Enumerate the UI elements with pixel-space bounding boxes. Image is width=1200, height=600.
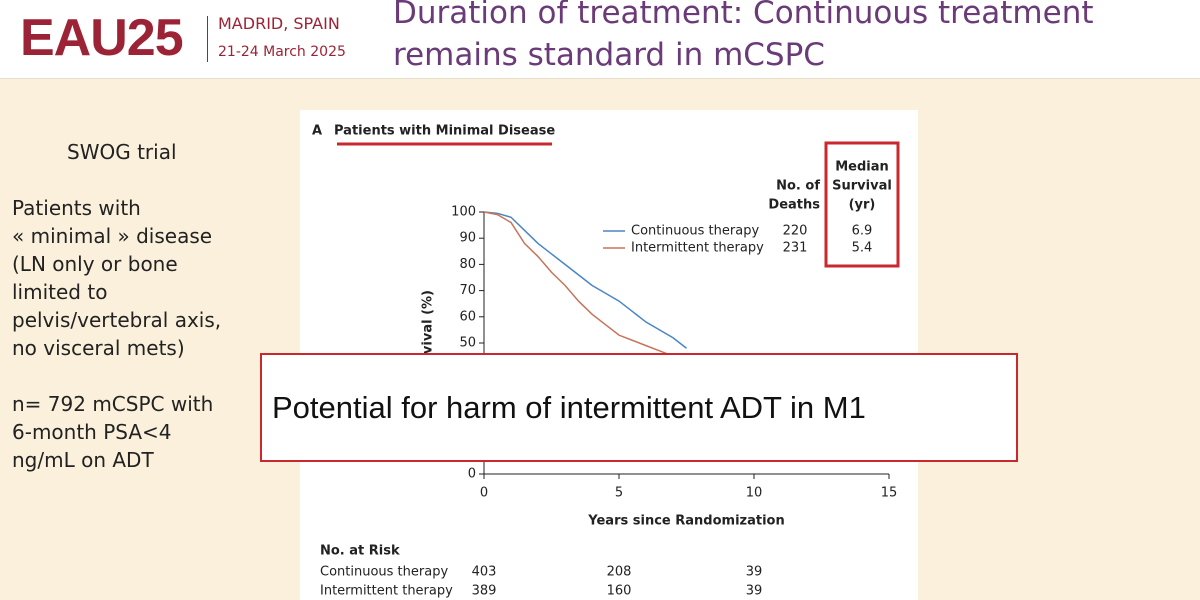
sidebar-heading: SWOG trial xyxy=(67,140,177,164)
y-tick-label: 100 xyxy=(451,205,476,220)
overlay-box: Potential for harm of intermittent ADT i… xyxy=(260,353,1018,462)
table-header: Deaths xyxy=(768,198,820,213)
x-tick-label: 10 xyxy=(746,486,763,501)
deaths-value: 220 xyxy=(783,224,808,239)
table-header: Median xyxy=(835,160,889,175)
highlight-box xyxy=(824,141,900,268)
text-line: ng/mL on ADT xyxy=(12,448,154,472)
title-line: Duration of treatment: Continuous treatm… xyxy=(393,0,1094,31)
risk-row-label: Intermittent therapy xyxy=(320,584,453,599)
x-tick-label: 15 xyxy=(881,486,898,501)
text-line: n= 792 mCSPC with xyxy=(12,392,214,416)
y-tick-label: 50 xyxy=(459,336,476,351)
risk-value: 403 xyxy=(472,565,497,580)
risk-value: 39 xyxy=(746,584,763,599)
sidebar-paragraph: Patients with « minimal » disease (LN only… xyxy=(12,194,221,362)
y-tick-label: 80 xyxy=(459,257,476,272)
y-tick-label: 70 xyxy=(459,283,476,298)
logo: EAU25 xyxy=(20,9,184,67)
overlay-text: Potential for harm of intermittent ADT i… xyxy=(272,389,866,425)
y-tick-label: 90 xyxy=(459,231,476,246)
text-line: (LN only or bone xyxy=(12,252,178,276)
text-line: Patients with xyxy=(12,196,141,220)
dates: 21-24 March 2025 xyxy=(218,44,346,60)
title-line: remains standard in mCSPC xyxy=(393,37,825,73)
location: MADRID, SPAIN xyxy=(218,14,340,33)
text-line: « minimal » disease xyxy=(12,224,213,248)
y-tick-label: 60 xyxy=(459,309,476,324)
x-tick-label: 5 xyxy=(615,486,623,501)
text-line: no visceral mets) xyxy=(12,336,185,360)
risk-row-label: Continuous therapy xyxy=(320,565,448,580)
risk-value: 208 xyxy=(607,565,632,580)
median-value: 5.4 xyxy=(852,241,873,256)
divider xyxy=(207,16,208,62)
x-axis-label: Years since Randomization xyxy=(587,514,784,529)
header: EAU25 MADRID, SPAIN 21-24 March 2025 Dur… xyxy=(0,0,1200,79)
panel-label: A xyxy=(312,124,322,139)
deaths-value: 231 xyxy=(783,241,808,256)
table-header: No. of xyxy=(776,179,820,194)
risk-title: No. at Risk xyxy=(320,544,400,559)
table-header: Survival xyxy=(832,179,892,194)
text-line: limited to xyxy=(12,280,108,304)
risk-value: 389 xyxy=(472,584,497,599)
slide-title: Duration of treatment: Continuous treatm… xyxy=(393,0,1094,76)
y-tick-label: 0 xyxy=(468,467,476,482)
risk-value: 160 xyxy=(607,584,632,599)
median-value: 6.9 xyxy=(852,224,873,239)
text-line: 6-month PSA<4 xyxy=(12,420,172,444)
survival-curve xyxy=(483,211,687,363)
sidebar-paragraph: n= 792 mCSPC with 6-month PSA<4 ng/mL on A… xyxy=(12,390,213,474)
legend-label: Continuous therapy xyxy=(631,224,759,239)
panel-title: Patients with Minimal Disease xyxy=(334,124,555,139)
x-tick-label: 0 xyxy=(480,486,488,501)
table-header: (yr) xyxy=(849,198,876,213)
legend-label: Intermittent therapy xyxy=(631,241,764,256)
text-line: pelvis/vertebral axis, xyxy=(12,308,222,332)
survival-curve xyxy=(483,211,687,349)
risk-value: 39 xyxy=(746,565,763,580)
